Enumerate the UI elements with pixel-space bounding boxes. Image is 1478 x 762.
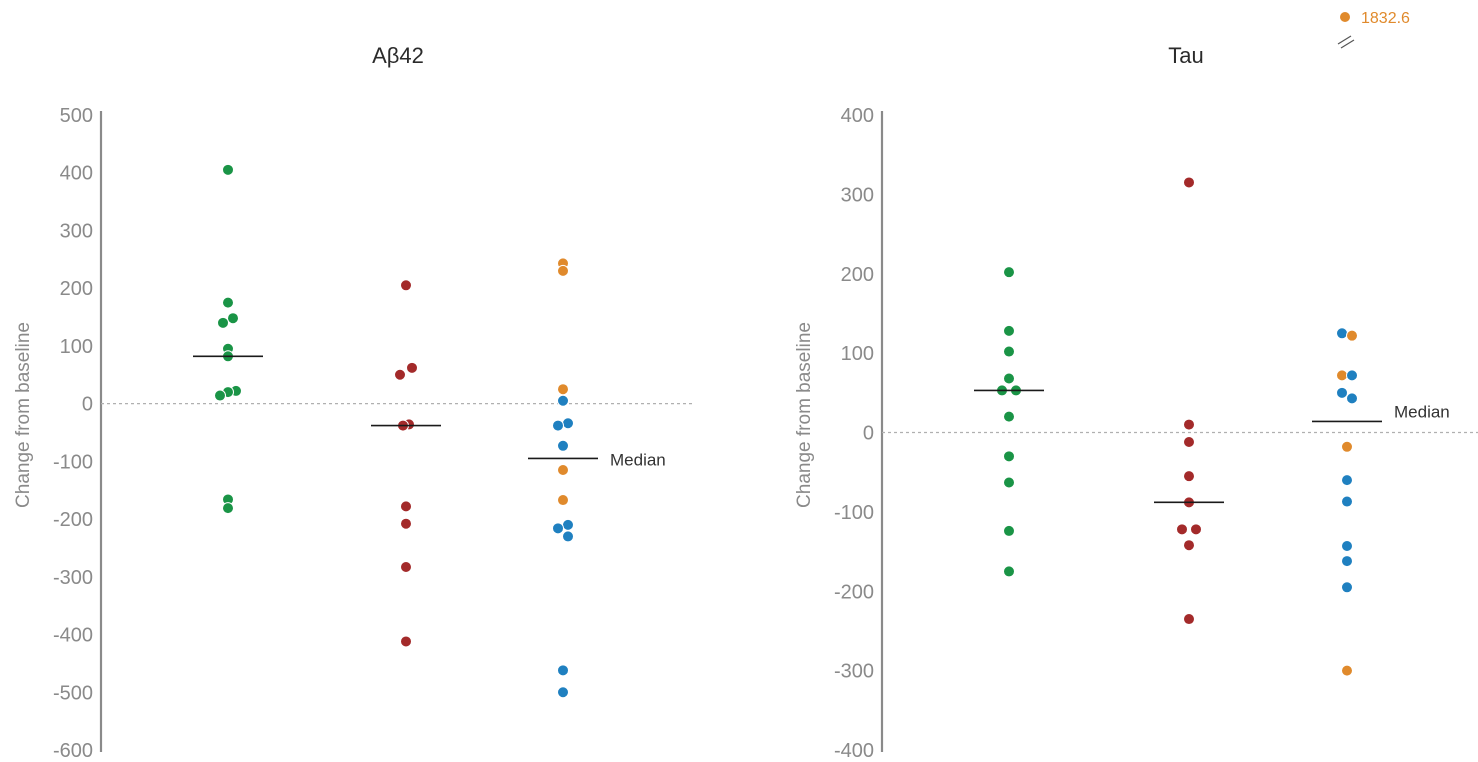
abeta42-title: Aβ42 — [372, 43, 424, 68]
abeta42-y-axis-label: Change from baseline — [13, 322, 34, 508]
data-point — [1341, 555, 1353, 568]
data-point — [1003, 524, 1015, 537]
data-point — [1003, 266, 1015, 279]
data-point — [557, 464, 569, 477]
data-point — [1003, 372, 1015, 385]
data-point — [562, 530, 574, 543]
data-point — [400, 635, 412, 648]
data-point — [1341, 440, 1353, 453]
abeta42-panel: Aβ42 Change from baseline 500 400 300 200 10… — [13, 43, 695, 762]
data-point — [222, 502, 234, 515]
data-point — [1183, 418, 1195, 431]
median-label: Median — [610, 450, 666, 469]
data-point — [400, 279, 412, 292]
data-point — [1346, 329, 1358, 342]
y-tick-label: -600 — [53, 740, 93, 762]
y-tick-label: 200 — [60, 278, 93, 300]
data-point — [1341, 664, 1353, 677]
data-point — [1003, 450, 1015, 463]
axis-break-mark — [1340, 39, 1355, 49]
data-point — [1176, 523, 1188, 536]
data-point — [557, 494, 569, 507]
y-tick-label: -200 — [53, 509, 93, 531]
y-tick-label: -100 — [53, 451, 93, 473]
data-point — [222, 296, 234, 309]
data-point — [552, 419, 564, 432]
data-point — [1341, 540, 1353, 553]
data-point — [227, 312, 239, 325]
data-point — [557, 664, 569, 677]
data-point — [406, 361, 418, 374]
data-point — [1003, 324, 1015, 337]
data-point — [1003, 565, 1015, 578]
y-tick-label: 200 — [841, 264, 874, 286]
data-point — [1183, 613, 1195, 626]
data-point — [217, 316, 229, 329]
y-tick-label: 100 — [841, 343, 874, 365]
tau-outlier-label: 1832.6 — [1361, 10, 1410, 27]
y-tick-label: 100 — [60, 336, 93, 358]
tau-title: Tau — [1168, 43, 1203, 68]
data-point — [400, 517, 412, 530]
data-point — [557, 439, 569, 452]
data-point — [1336, 369, 1348, 382]
data-point — [1346, 392, 1358, 405]
data-point — [214, 389, 226, 402]
data-point — [1336, 386, 1348, 399]
y-tick-label: -200 — [834, 581, 874, 603]
y-tick-label: 500 — [60, 105, 93, 127]
tau-y-axis-label: Change from baseline — [794, 322, 815, 508]
data-point — [1183, 436, 1195, 449]
data-point — [1341, 581, 1353, 594]
data-point — [1183, 539, 1195, 552]
data-point — [557, 686, 569, 699]
y-tick-label: -100 — [834, 502, 874, 524]
y-tick-label: 400 — [60, 163, 93, 185]
data-point — [1336, 327, 1348, 340]
data-point — [394, 368, 406, 381]
y-tick-label: 0 — [82, 394, 93, 416]
data-point — [1190, 523, 1202, 536]
data-point — [562, 417, 574, 430]
y-tick-label: -500 — [53, 682, 93, 704]
data-point — [1183, 470, 1195, 483]
y-tick-label: -300 — [834, 661, 874, 683]
y-tick-label: 0 — [863, 423, 874, 445]
data-point — [222, 163, 234, 176]
data-point — [1183, 176, 1195, 189]
y-tick-label: -400 — [53, 625, 93, 647]
data-point — [1341, 474, 1353, 487]
y-tick-label: -400 — [834, 740, 874, 762]
data-point — [1003, 410, 1015, 423]
data-point — [552, 522, 564, 535]
data-point — [1341, 495, 1353, 508]
data-point — [1003, 345, 1015, 358]
outlier-point — [1340, 12, 1350, 22]
data-point — [400, 561, 412, 574]
data-point — [400, 500, 412, 513]
axis-break-mark — [1337, 35, 1352, 45]
data-point — [562, 518, 574, 531]
data-point — [557, 264, 569, 277]
y-tick-label: 300 — [60, 220, 93, 242]
y-tick-label: 400 — [841, 105, 874, 127]
tau-panel: Tau Change from baseline 1832.6 400 300 20… — [794, 10, 1478, 762]
y-tick-label: -300 — [53, 567, 93, 589]
data-point — [1003, 476, 1015, 489]
data-point — [557, 394, 569, 407]
data-point — [1346, 369, 1358, 382]
y-tick-label: 300 — [841, 184, 874, 206]
median-label: Median — [1394, 402, 1450, 421]
data-point — [557, 383, 569, 396]
